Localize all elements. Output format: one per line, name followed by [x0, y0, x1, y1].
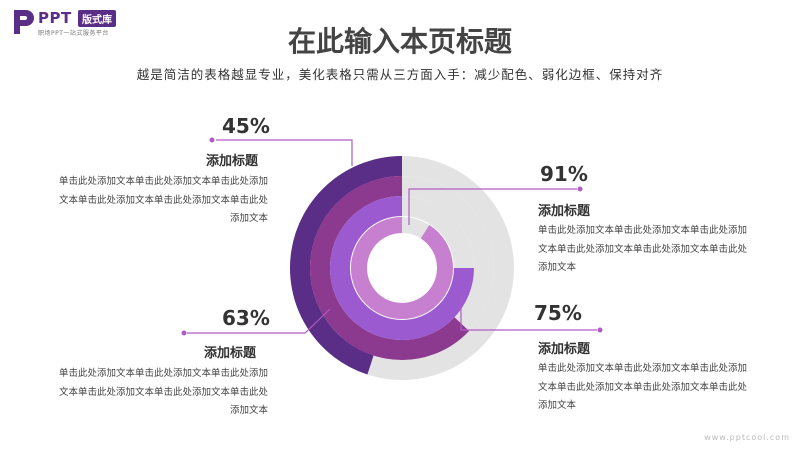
leader-91-dot — [577, 186, 583, 192]
leader-63-dot — [181, 330, 187, 336]
block-text-top-right: 单击此处添加文本单击此处添加文本单击此处添加文本单击此处添加文本单击此处添加文本… — [538, 225, 748, 273]
leader-63-line — [187, 308, 331, 334]
percent-label-75: 75% — [534, 301, 582, 325]
block-text-top-left: 单击此处添加文本单击此处添加文本单击此处添加文本单击此处添加文本单击此处添加文本… — [58, 176, 268, 224]
block-heading-bottom-right: 添加标题 — [538, 342, 591, 357]
ring-arc-91 — [351, 217, 453, 319]
logo-brand-text: PPT — [38, 9, 72, 27]
leader-75-dot — [597, 327, 603, 333]
percent-label-63: 63% — [222, 306, 270, 330]
percent-label-45: 45% — [222, 114, 270, 138]
ring-arc-45 — [290, 156, 403, 375]
ring-arc-63 — [310, 176, 470, 360]
percent-label-91: 91% — [540, 162, 588, 186]
block-heading-bottom-left: 添加标题 — [204, 346, 257, 361]
page-subtitle: 越是简洁的表格越显专业，美化表格只需从三方面入手：减少配色、弱化边框、保持对齐 — [136, 67, 664, 82]
block-text-bottom-left: 单击此处添加文本单击此处添加文本单击此处添加文本单击此处添加文本单击此处添加文本… — [58, 368, 268, 416]
logo-p-icon — [14, 10, 34, 34]
leader-75-line — [460, 294, 597, 331]
leader-91-line — [408, 188, 577, 225]
leader-45-dot — [209, 137, 215, 143]
page-title: 在此输入本页标题 — [287, 25, 512, 58]
block-heading-top-left: 添加标题 — [206, 154, 259, 169]
leader-45-line — [216, 139, 353, 166]
ring-arc-75 — [330, 196, 474, 340]
brand-logo: PPT 版式库 职场PPT一站式服务平台 — [12, 8, 162, 38]
logo-tagline: 职场PPT一站式服务平台 — [38, 30, 109, 37]
block-text-bottom-right: 单击此处添加文本单击此处添加文本单击此处添加文本单击此处添加文本单击此处添加文本… — [538, 363, 748, 411]
block-heading-top-right: 添加标题 — [538, 204, 591, 219]
watermark: www.pptcool.com — [704, 433, 790, 442]
logo-badge: 版式库 — [78, 10, 116, 27]
